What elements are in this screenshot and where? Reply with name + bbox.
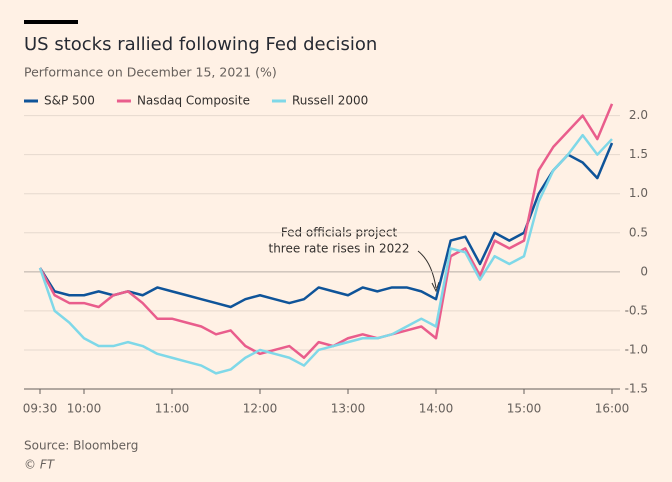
y-tick-label: 1.5	[629, 147, 648, 161]
title-bar	[24, 20, 78, 24]
x-tick-label: 11:00	[155, 402, 190, 416]
series-line	[38, 133, 613, 375]
chart-title: US stocks rallied following Fed decision	[24, 34, 377, 55]
y-tick-label: 1.0	[629, 186, 648, 200]
x-tick-label: 13:00	[331, 402, 366, 416]
legend-label: Russell 2000	[292, 94, 368, 108]
annotation: three rate rises in 2022	[268, 242, 409, 256]
chart-subtitle: Performance on December 15, 2021 (%)	[24, 65, 277, 80]
y-tick-label: -0.5	[625, 303, 648, 317]
x-tick-label: 09:30	[23, 402, 58, 416]
annotation-arrowhead	[431, 281, 440, 293]
y-tick-label: 0.5	[629, 225, 648, 239]
x-tick-label: 10:00	[67, 402, 102, 416]
series-line	[38, 103, 614, 360]
y-tick-label: 0	[640, 264, 648, 278]
legend-label: Nasdaq Composite	[137, 94, 250, 108]
legend-label: S&P 500	[44, 94, 95, 108]
x-tick-label: 12:00	[243, 402, 278, 416]
source: Source: Bloomberg	[24, 439, 138, 453]
x-tick-label: 16:00	[595, 402, 630, 416]
credit: © FT	[24, 458, 56, 472]
series-line	[38, 142, 614, 309]
x-tick-label: 14:00	[419, 402, 454, 416]
annotation-arrow	[417, 250, 437, 289]
y-tick-label: -1.0	[625, 342, 648, 356]
y-tick-label: -1.5	[625, 382, 648, 396]
y-tick-label: 2.0	[629, 108, 648, 122]
x-tick-label: 15:00	[507, 402, 542, 416]
